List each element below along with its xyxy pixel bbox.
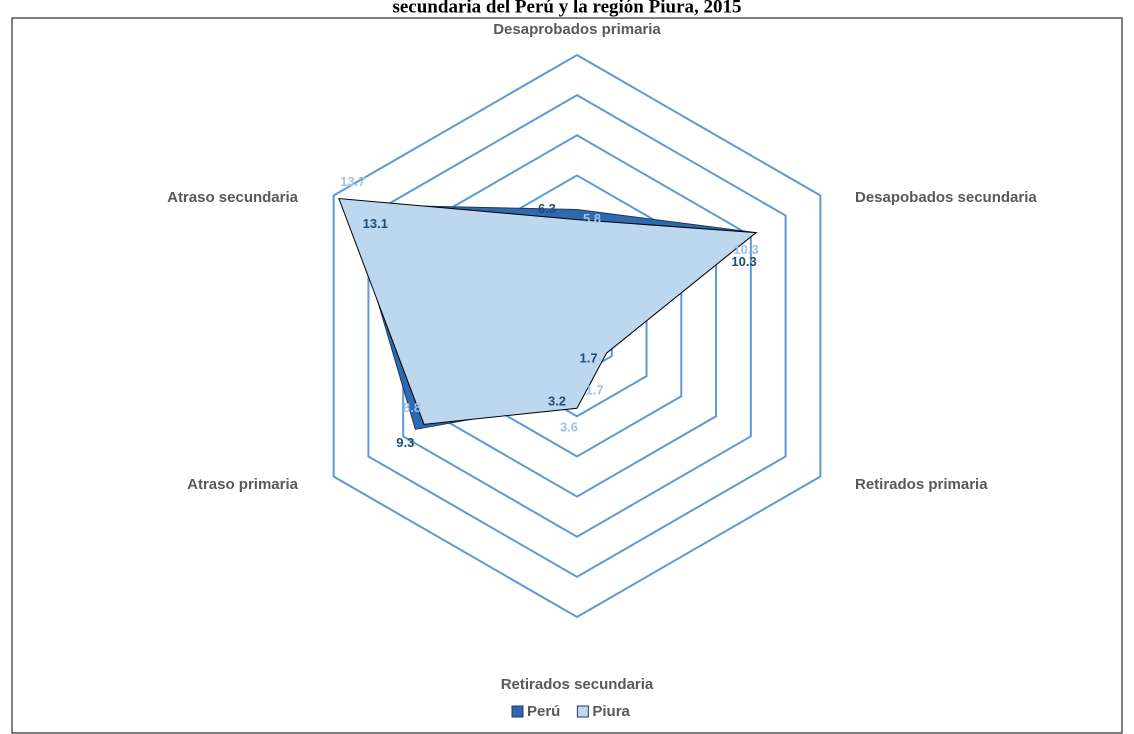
grid-ring — [332, 53, 822, 619]
data-label: 8.8 — [403, 400, 421, 415]
category-label: Retirados secundaria — [501, 676, 654, 693]
data-label: 3.6 — [560, 420, 578, 435]
chart-title: secundaria del Perú y la región Piura, 2… — [392, 0, 741, 17]
category-label: Atraso primaria — [187, 476, 299, 493]
data-label: 1.7 — [586, 382, 604, 397]
data-label: 10.3 — [731, 254, 756, 269]
data-label: 13.7 — [340, 174, 365, 189]
legend-swatch — [576, 705, 589, 718]
data-label: 1.7 — [580, 350, 598, 365]
category-label: Retirados primaria — [855, 476, 988, 493]
series-area — [338, 197, 758, 425]
data-label: 13.1 — [363, 216, 388, 231]
data-label: 3.2 — [548, 394, 566, 409]
legend-label: Perú — [527, 703, 560, 720]
legend-label: Piura — [592, 703, 630, 720]
legend-swatch — [511, 705, 524, 718]
data-label: 10.3 — [733, 242, 758, 257]
category-label: Desapobados secundaria — [855, 189, 1037, 206]
category-label: Atraso secundaria — [167, 189, 299, 206]
data-label: 9.3 — [396, 435, 414, 450]
data-label: 6.3 — [538, 201, 556, 216]
data-label: 5.8 — [583, 211, 601, 226]
category-label: Desaprobados primaria — [493, 21, 661, 38]
